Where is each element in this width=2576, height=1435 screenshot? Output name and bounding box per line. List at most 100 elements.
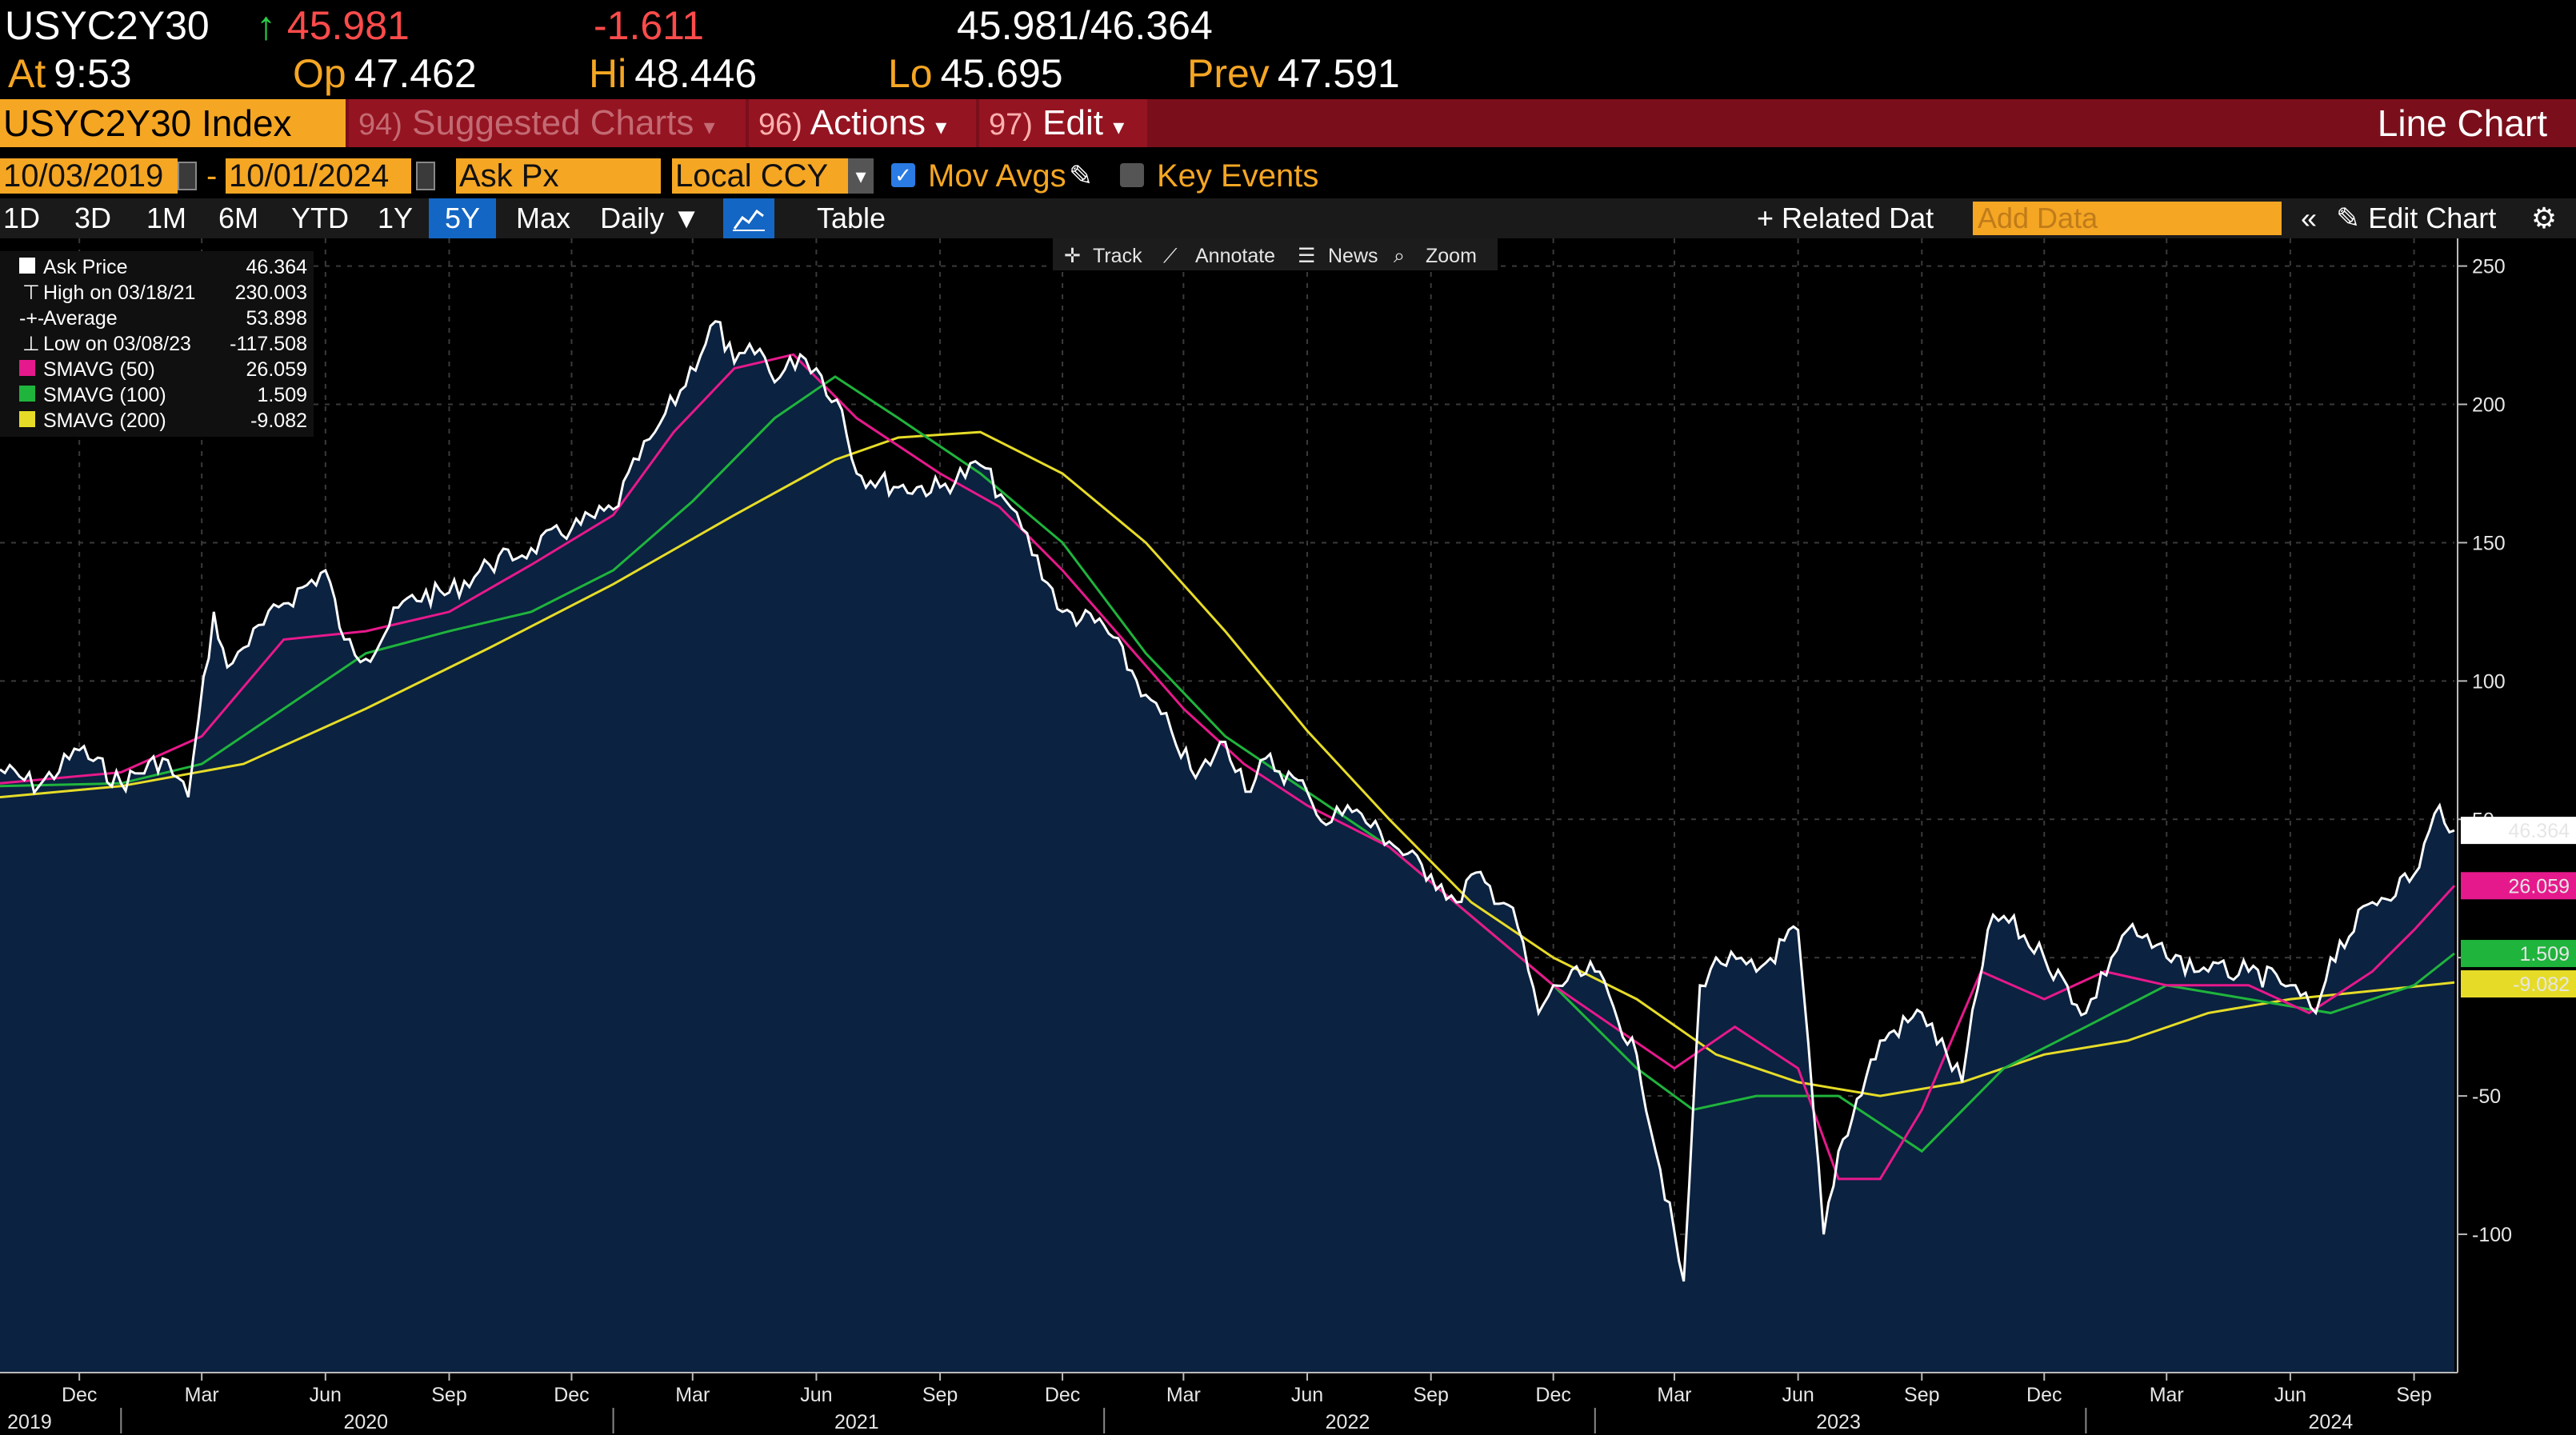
command-bar: USYC2Y30 Index 94) Suggested Charts ▾ 96… (0, 99, 2576, 147)
legend-ask-price-label: Ask Price (43, 256, 128, 278)
period-1y[interactable]: 1Y (377, 202, 414, 234)
last-price-value: 45.981 (286, 3, 410, 48)
news-label: News (1328, 245, 1378, 267)
actions-label: Actions (810, 103, 926, 142)
security-field[interactable]: USYC2Y30 Index (0, 99, 346, 147)
last-price: ↑ 45.981 (256, 2, 410, 50)
low-value: 45.695 (940, 51, 1063, 96)
add-data-input[interactable]: Add Data (1973, 202, 2282, 235)
collapse-chevrons-icon[interactable]: « (2300, 202, 2318, 234)
frequency-selector[interactable]: Daily ▼ (592, 198, 709, 238)
x-tick-label: Sep (1904, 1384, 1939, 1406)
currency-selector[interactable]: Local CCY (672, 158, 848, 194)
low-marker-icon: ⊥ (22, 333, 40, 355)
actions-number: 96) (758, 108, 802, 142)
zoom-button[interactable]: ⌕ Zoom (1394, 245, 1477, 267)
mov-avgs-label[interactable]: Mov Avgs (928, 158, 1066, 194)
pencil-icon: ✎ (2336, 202, 2361, 234)
line-chart-toggle-icon[interactable] (723, 198, 774, 238)
period-1m[interactable]: 1M (146, 202, 186, 234)
edit-chart-button[interactable]: ✎ Edit Chart (2336, 198, 2512, 238)
calendar-icon[interactable] (416, 162, 435, 190)
x-tick-label: Sep (1413, 1384, 1448, 1406)
x-tick-label: Dec (554, 1384, 589, 1406)
badge-sma50-bg (2461, 872, 2576, 900)
high-marker-icon: ⊤ (22, 282, 40, 304)
calendar-icon[interactable] (178, 162, 197, 190)
series-sma200-line (0, 430, 2455, 1097)
period-bar: 1D 3D 1M 6M YTD 1Y 5Y Max Daily ▼ Table … (0, 198, 2576, 238)
prev-label: Prev (1187, 51, 1270, 96)
dropdown-arrow-icon: ▾ (703, 114, 715, 139)
annotate-icon: ⟋ (1163, 245, 1178, 267)
chevron-down-icon[interactable]: ▾ (848, 158, 874, 194)
series-sma50-line (0, 353, 2456, 1181)
field-selector[interactable]: Ask Px (456, 158, 661, 194)
edit-number: 97) (989, 108, 1033, 142)
actions-button[interactable]: 96) Actions ▾ (749, 99, 976, 147)
table-toggle[interactable]: Table (816, 202, 886, 234)
frequency-label: Daily (600, 202, 665, 234)
news-icon: ☰ (1298, 245, 1315, 267)
y-tick-label: -50 (2472, 1085, 2501, 1108)
legend-swatch-sma100 (19, 386, 35, 402)
x-tick-label: Sep (2396, 1384, 2431, 1406)
news-button[interactable]: ☰ News (1298, 245, 1378, 267)
period-6m[interactable]: 6M (218, 202, 258, 234)
legend-sma50-label: SMAVG (50) (43, 358, 155, 381)
track-button[interactable]: ✛ Track (1064, 245, 1142, 267)
net-change: -1.611 (594, 2, 704, 50)
track-label: Track (1093, 245, 1142, 267)
legend-background (0, 251, 314, 437)
price-chart[interactable]: 250200150100500-50-100 DecMarJunSepDecMa… (0, 238, 2576, 1435)
legend-ask-price-value: 46.364 (246, 256, 308, 278)
period-ytd[interactable]: YTD (291, 202, 349, 234)
legend-sma200-label: SMAVG (200) (43, 410, 166, 432)
annotate-button[interactable]: ⟋ Annotate (1163, 245, 1275, 267)
related-data-button[interactable]: + Related Dat (1757, 202, 1934, 234)
key-events-checkbox[interactable] (1120, 163, 1144, 187)
options-bar: 10/03/2019 - 10/01/2024 Ask Px Local CCY… (0, 155, 2576, 197)
x-year-label: 2023 (1816, 1411, 1861, 1433)
legend-low-label: Low on 03/08/23 (43, 333, 191, 355)
suggested-charts-button[interactable]: 94) Suggested Charts ▾ (349, 99, 746, 147)
gear-icon[interactable]: ⚙ (2530, 202, 2558, 234)
x-tick-label: Dec (2026, 1384, 2062, 1406)
x-year-label: 2022 (1326, 1411, 1370, 1433)
x-tick-label: Mar (1657, 1384, 1691, 1406)
ticker-symbol[interactable]: USYC2Y30 (5, 2, 210, 50)
x-tick-label: Jun (800, 1384, 832, 1406)
mov-avgs-checkbox[interactable]: ✓ (891, 163, 915, 187)
legend-sma100-value: 1.509 (257, 384, 307, 406)
x-tick-label: Sep (922, 1384, 958, 1406)
bid-ask-value: 45.981/46.364 (957, 3, 1213, 48)
period-1d[interactable]: 1D (2, 202, 41, 234)
high-field: Hi 48.446 (589, 50, 757, 98)
last-value-badges: 46.364 26.059 1.509 -9.082 (2461, 817, 2576, 998)
time-field: At 9:53 (8, 50, 132, 98)
edit-button[interactable]: 97) Edit ▾ (979, 99, 1147, 147)
badge-sma200: -9.082 (2513, 973, 2570, 996)
ticker-text: USYC2Y30 (5, 3, 210, 48)
period-max[interactable]: Max (515, 202, 570, 234)
zoom-label: Zoom (1426, 245, 1477, 267)
legend-swatch-price (19, 258, 35, 274)
period-5y[interactable]: 5Y (429, 198, 496, 238)
end-date-field[interactable]: 10/01/2024 (226, 158, 411, 194)
start-date-field[interactable]: 10/03/2019 (0, 158, 178, 194)
pencil-icon[interactable]: ✎ (1069, 159, 1094, 192)
badge-sma100-bg (2461, 940, 2576, 968)
legend-sma50-value: 26.059 (246, 358, 307, 381)
y-tick-label: -100 (2472, 1224, 2512, 1246)
badge-sma50: 26.059 (2509, 875, 2570, 897)
date-separator: - (206, 158, 218, 194)
key-events-label[interactable]: Key Events (1157, 158, 1319, 194)
x-year-label: 2021 (834, 1411, 879, 1433)
low-field: Lo 45.695 (888, 50, 1063, 98)
legend-high-value: 230.003 (235, 282, 307, 304)
x-tick-label: Mar (675, 1384, 710, 1406)
y-tick-label: 150 (2472, 532, 2506, 554)
x-tick-label: Jun (310, 1384, 342, 1406)
x-tick-label: Dec (1045, 1384, 1080, 1406)
period-3d[interactable]: 3D (74, 202, 112, 234)
